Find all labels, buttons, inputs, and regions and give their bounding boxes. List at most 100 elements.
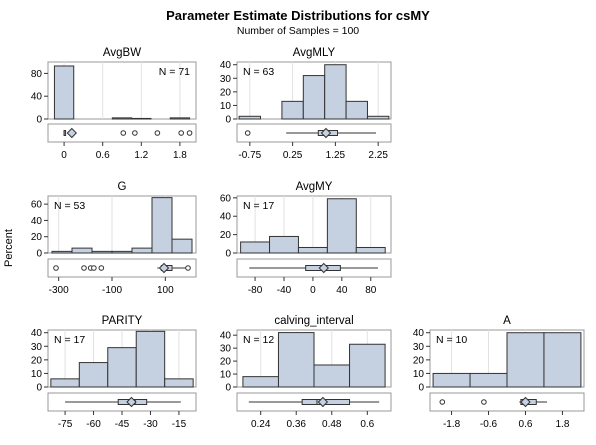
histogram-bar [324, 64, 347, 120]
histogram-bar [151, 197, 173, 254]
boxplot-outlier [244, 130, 251, 136]
x-tick-label: 2.25 [368, 150, 388, 161]
histogram-bar [111, 117, 133, 120]
histogram-bar [543, 332, 582, 388]
histogram-bar [131, 247, 153, 254]
y-tick-label: 20 [220, 357, 232, 368]
y-tick-label: 10 [31, 369, 43, 380]
x-tick-label: 0.48 [322, 419, 342, 430]
x-tick-label: -40 [277, 285, 292, 296]
y-tick-label: 30 [220, 344, 232, 355]
y-tick-label: 40 [31, 92, 43, 103]
panel-1: AvgMLY 0 10 20 30 40 N = 63 -0.75 0.25 1.25 2.25 [220, 47, 392, 161]
boxplot-mean-diamond [158, 262, 170, 274]
histogram-bar [51, 250, 73, 254]
x-tick-label: -1.8 [443, 419, 461, 430]
x-tick-label: 40 [336, 285, 348, 296]
y-tick-label: 40 [413, 328, 425, 339]
panel-title: A [503, 315, 511, 327]
sample-count-annotation: N = 17 [243, 200, 274, 212]
x-tick-label: 0.25 [283, 150, 303, 161]
y-tick-label: 0 [225, 383, 231, 394]
x-tick-label: 100 [157, 285, 174, 296]
histogram-bar [345, 100, 368, 120]
histogram-bar [297, 246, 328, 254]
histogram-bar [78, 362, 109, 388]
x-tick-label: 0.6 [519, 419, 533, 430]
x-tick-label: -30 [143, 419, 158, 430]
x-tick-label: 1.8 [555, 419, 569, 430]
y-tick-label: 40 [220, 331, 232, 342]
histogram-bar [506, 332, 545, 388]
boxplot-mean-diamond [318, 262, 329, 274]
x-tick-label: 0.6 [360, 419, 374, 430]
y-tick-label: 10 [220, 370, 232, 381]
sample-count-annotation: N = 71 [159, 66, 190, 78]
boxplot-mean-diamond [66, 127, 78, 139]
x-tick-label: 1.2 [134, 150, 148, 161]
boxplot-outlier [481, 399, 487, 405]
panel-2: G 0 20 40 60 N = 53 -300 -100 100 [31, 181, 197, 296]
panel-4: PARITY 0 10 20 30 40 N = 17 -75 -60 -45 -30 -15 [31, 315, 197, 430]
panel-3: AvgMY 0 20 40 60 N = 17 -80 -40 0 40 80 [220, 181, 392, 296]
x-tick-label: 1.8 [173, 150, 187, 161]
boxplot-outlier [185, 265, 191, 271]
histogram-bar [281, 100, 304, 120]
y-tick-label: 20 [220, 87, 232, 98]
y-tick-label: 0 [225, 115, 231, 126]
chart-title: Parameter Estimate Distributions for csM… [166, 8, 430, 23]
boxplot-outlier [91, 265, 97, 271]
histogram-bar [432, 372, 471, 388]
x-tick-label: -80 [248, 285, 263, 296]
histogram-bar [366, 115, 390, 120]
y-tick-label: 40 [31, 216, 43, 227]
y-tick-label: 40 [220, 60, 232, 71]
y-tick-label: 0 [418, 383, 424, 394]
histogram-bar [469, 372, 508, 388]
boxplot-outlier [53, 265, 59, 271]
boxplot-outlier [132, 130, 138, 136]
histogram-bar [269, 235, 299, 254]
sample-count-annotation: N = 12 [243, 334, 274, 346]
panels: AvgBW 0 40 80 N = 71 0 0.6 1.2 1.8 AvgMLY 0 10 20 30 4… [31, 47, 585, 430]
histogram-bar [169, 117, 191, 120]
y-tick-label: 0 [36, 249, 42, 260]
x-tick-label: 1.25 [326, 150, 346, 161]
boxplot-frame [47, 258, 197, 278]
panel-title: AvgMY [296, 181, 333, 193]
histogram-bar [313, 364, 351, 388]
x-tick-label: -0.75 [238, 150, 261, 161]
histogram-bar [355, 246, 386, 254]
panel-title: PARITY [102, 315, 143, 327]
boxplot-outlier [186, 130, 193, 136]
panel-title: G [118, 181, 127, 193]
histogram-bar [53, 65, 75, 120]
y-tick-label: 40 [31, 328, 43, 339]
boxplot-outlier [120, 130, 127, 136]
y-tick-label: 30 [31, 342, 43, 353]
chart-subtitle: Number of Samples = 100 [237, 25, 359, 37]
y-tick-label: 10 [413, 369, 425, 380]
x-tick-label: -15 [172, 419, 187, 430]
y-tick-label: 20 [31, 355, 43, 366]
y-tick-label: 60 [220, 193, 232, 204]
histogram-bar [349, 343, 386, 388]
boxplot-mean-diamond [126, 396, 137, 408]
boxplot-outlier [178, 130, 184, 136]
histogram-bar [91, 250, 113, 254]
y-tick-label: 30 [413, 342, 425, 353]
y-tick-label: 60 [31, 200, 43, 211]
boxplot-mean-diamond [320, 127, 332, 139]
boxplot-outlier [81, 265, 87, 271]
histogram-bar [242, 376, 279, 388]
boxplot-outlier [98, 265, 105, 271]
histogram-bar [302, 75, 326, 120]
boxplot-mean-diamond [520, 396, 531, 408]
x-tick-label: 80 [365, 285, 377, 296]
y-tick-label: 40 [220, 212, 232, 223]
histogram-bar [71, 247, 93, 254]
y-tick-label: 20 [220, 230, 232, 241]
histogram-bar [135, 330, 166, 388]
x-tick-label: 0.24 [251, 419, 271, 430]
x-tick-label: -300 [49, 285, 69, 296]
